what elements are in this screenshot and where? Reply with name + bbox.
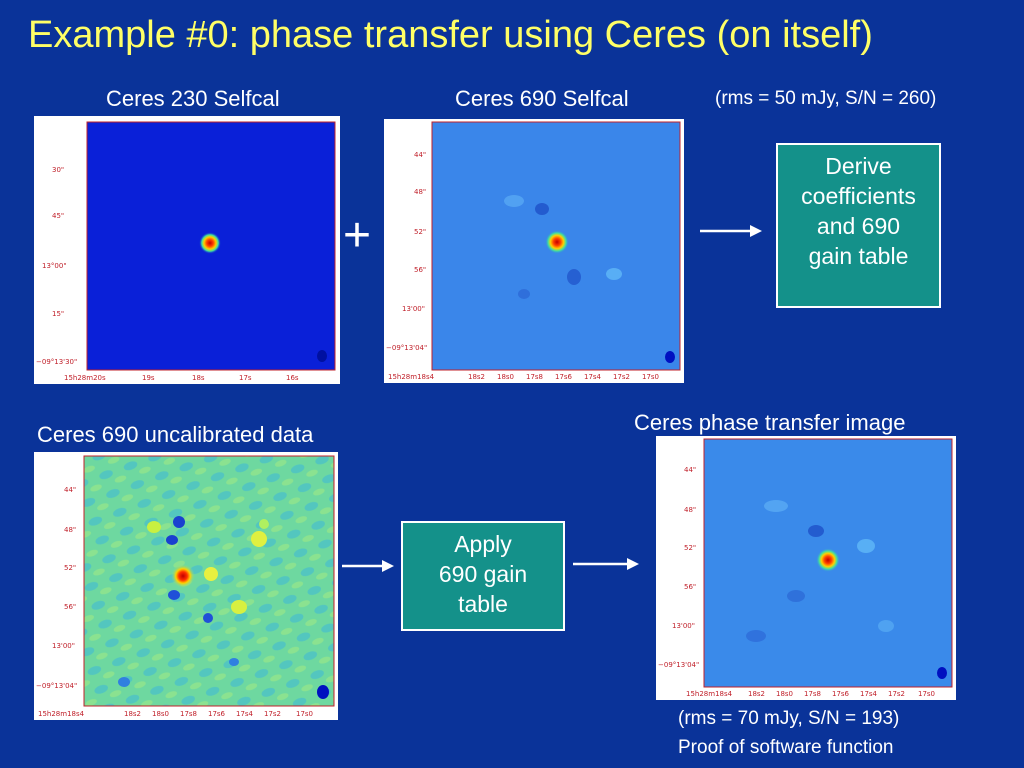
y-tick-label: 44" bbox=[684, 466, 696, 474]
rms-bottom-note: (rms = 70 mJy, S/N = 193) bbox=[678, 708, 900, 729]
arrow-to-result bbox=[573, 558, 639, 570]
x-tick-label: 16s bbox=[286, 374, 299, 382]
x-axis-labels: 15h28m20s 19s 18s 17s 16s bbox=[64, 374, 299, 382]
x-axis-labels: 15h28m18s4 18s2 18s0 17s8 17s6 17s4 17s2… bbox=[38, 710, 313, 718]
label-ceres690: Ceres 690 Selfcal bbox=[455, 86, 629, 111]
source-blob bbox=[545, 230, 569, 254]
y-tick-label: 52" bbox=[414, 228, 426, 236]
x-tick-label: 17s8 bbox=[180, 710, 197, 718]
derive-line: and 690 bbox=[816, 213, 901, 239]
image-ceres690: 44" 48" 52" 56" 13'00" −09°13'04" 15h28m… bbox=[384, 119, 684, 383]
x-tick-label: 17s0 bbox=[918, 690, 935, 698]
apply-line: table bbox=[458, 591, 508, 617]
y-tick-label: 13°00" bbox=[42, 262, 67, 270]
y-tick-label: 56" bbox=[684, 583, 696, 591]
x-axis-labels: 15h28m18s4 18s2 18s0 17s8 17s6 17s4 17s2… bbox=[388, 373, 659, 381]
x-tick-label: 17s0 bbox=[642, 373, 659, 381]
y-axis-labels: 30" 45" 13°00" 15" −09°13'30" bbox=[36, 166, 77, 366]
y-tick-label: 56" bbox=[414, 266, 426, 274]
label-transfer: Ceres phase transfer image bbox=[634, 410, 906, 435]
derive-line: coefficients bbox=[801, 183, 916, 209]
x-tick-label: 15h28m18s4 bbox=[388, 373, 435, 381]
x-tick-label: 17s2 bbox=[888, 690, 905, 698]
source-blob bbox=[171, 564, 195, 588]
x-tick-label: 15h28m20s bbox=[64, 374, 106, 382]
x-tick-label: 17s8 bbox=[804, 690, 821, 698]
y-tick-label: 52" bbox=[684, 544, 696, 552]
y-tick-label: 13'00" bbox=[672, 622, 695, 630]
x-tick-label: 17s8 bbox=[526, 373, 543, 381]
x-tick-label: 18s0 bbox=[497, 373, 514, 381]
y-tick-label: 13'00" bbox=[52, 642, 75, 650]
x-tick-label: 17s4 bbox=[236, 710, 254, 718]
plus-sign: + bbox=[343, 209, 372, 262]
y-tick-label: −09°13'04" bbox=[386, 344, 427, 352]
y-tick-label: 15" bbox=[52, 310, 64, 318]
x-tick-label: 17s2 bbox=[264, 710, 281, 718]
y-tick-label: 13'00" bbox=[402, 305, 425, 313]
x-tick-label: 18s2 bbox=[468, 373, 485, 381]
derive-line: Derive bbox=[825, 153, 892, 179]
x-tick-label: 17s6 bbox=[832, 690, 850, 698]
arrow-to-apply bbox=[342, 560, 394, 572]
x-tick-label: 17s6 bbox=[555, 373, 573, 381]
apply-line: 690 gain bbox=[438, 561, 528, 587]
image-uncalibrated: 44" 48" 52" 56" 13'00" −09°13'04" 15h28m… bbox=[34, 452, 338, 720]
y-tick-label: 48" bbox=[414, 188, 426, 196]
y-tick-label: −09°13'04" bbox=[36, 682, 77, 690]
x-tick-label: 18s bbox=[192, 374, 205, 382]
apply-gain-table-box: Apply 690 gain table bbox=[401, 521, 565, 631]
y-tick-label: 44" bbox=[64, 486, 76, 494]
y-tick-label: 56" bbox=[64, 603, 76, 611]
image-phase-transfer: 44" 48" 52" 56" 13'00" −09°13'04" 15h28m… bbox=[656, 436, 956, 700]
x-tick-label: 15h28m18s4 bbox=[686, 690, 733, 698]
y-axis-labels: 44" 48" 52" 56" 13'00" −09°13'04" bbox=[386, 151, 427, 352]
y-tick-label: 30" bbox=[52, 166, 64, 174]
x-tick-label: 15h28m18s4 bbox=[38, 710, 85, 718]
label-uncal: Ceres 690 uncalibrated data bbox=[37, 422, 314, 447]
rms-top-note: (rms = 50 mJy, S/N = 260) bbox=[715, 88, 937, 109]
x-tick-label: 17s4 bbox=[860, 690, 878, 698]
y-tick-label: −09°13'04" bbox=[658, 661, 699, 669]
derive-coefficients-box: Derive coefficients and 690 gain table bbox=[776, 143, 941, 308]
arrow-to-derive bbox=[700, 225, 762, 237]
x-tick-label: 17s0 bbox=[296, 710, 313, 718]
y-tick-label: 48" bbox=[684, 506, 696, 514]
y-tick-label: 48" bbox=[64, 526, 76, 534]
x-tick-label: 18s0 bbox=[776, 690, 793, 698]
y-tick-label: 44" bbox=[414, 151, 426, 159]
y-tick-label: −09°13'30" bbox=[36, 358, 77, 366]
slide-title: Example #0: phase transfer using Ceres (… bbox=[28, 14, 873, 56]
y-axis-labels: 44" 48" 52" 56" 13'00" −09°13'04" bbox=[658, 466, 699, 669]
image-ceres230: 30" 45" 13°00" 15" −09°13'30" 15h28m20s … bbox=[34, 116, 340, 384]
y-tick-label: 45" bbox=[52, 212, 64, 220]
proof-note: Proof of software function bbox=[678, 737, 894, 758]
x-tick-label: 17s bbox=[239, 374, 252, 382]
derive-line: gain table bbox=[808, 243, 909, 269]
label-ceres230: Ceres 230 Selfcal bbox=[106, 86, 280, 111]
x-tick-label: 17s4 bbox=[584, 373, 602, 381]
source-blob bbox=[199, 232, 221, 254]
x-tick-label: 18s2 bbox=[748, 690, 765, 698]
source-blob bbox=[816, 548, 840, 572]
y-tick-label: 52" bbox=[64, 564, 76, 572]
x-tick-label: 17s6 bbox=[208, 710, 226, 718]
x-tick-label: 18s0 bbox=[152, 710, 169, 718]
apply-line: Apply bbox=[454, 531, 512, 557]
x-tick-label: 17s2 bbox=[613, 373, 630, 381]
x-axis-labels: 15h28m18s4 18s2 18s0 17s8 17s6 17s4 17s2… bbox=[686, 690, 935, 698]
x-tick-label: 18s2 bbox=[124, 710, 141, 718]
x-tick-label: 19s bbox=[142, 374, 155, 382]
y-axis-labels: 44" 48" 52" 56" 13'00" −09°13'04" bbox=[36, 486, 77, 690]
